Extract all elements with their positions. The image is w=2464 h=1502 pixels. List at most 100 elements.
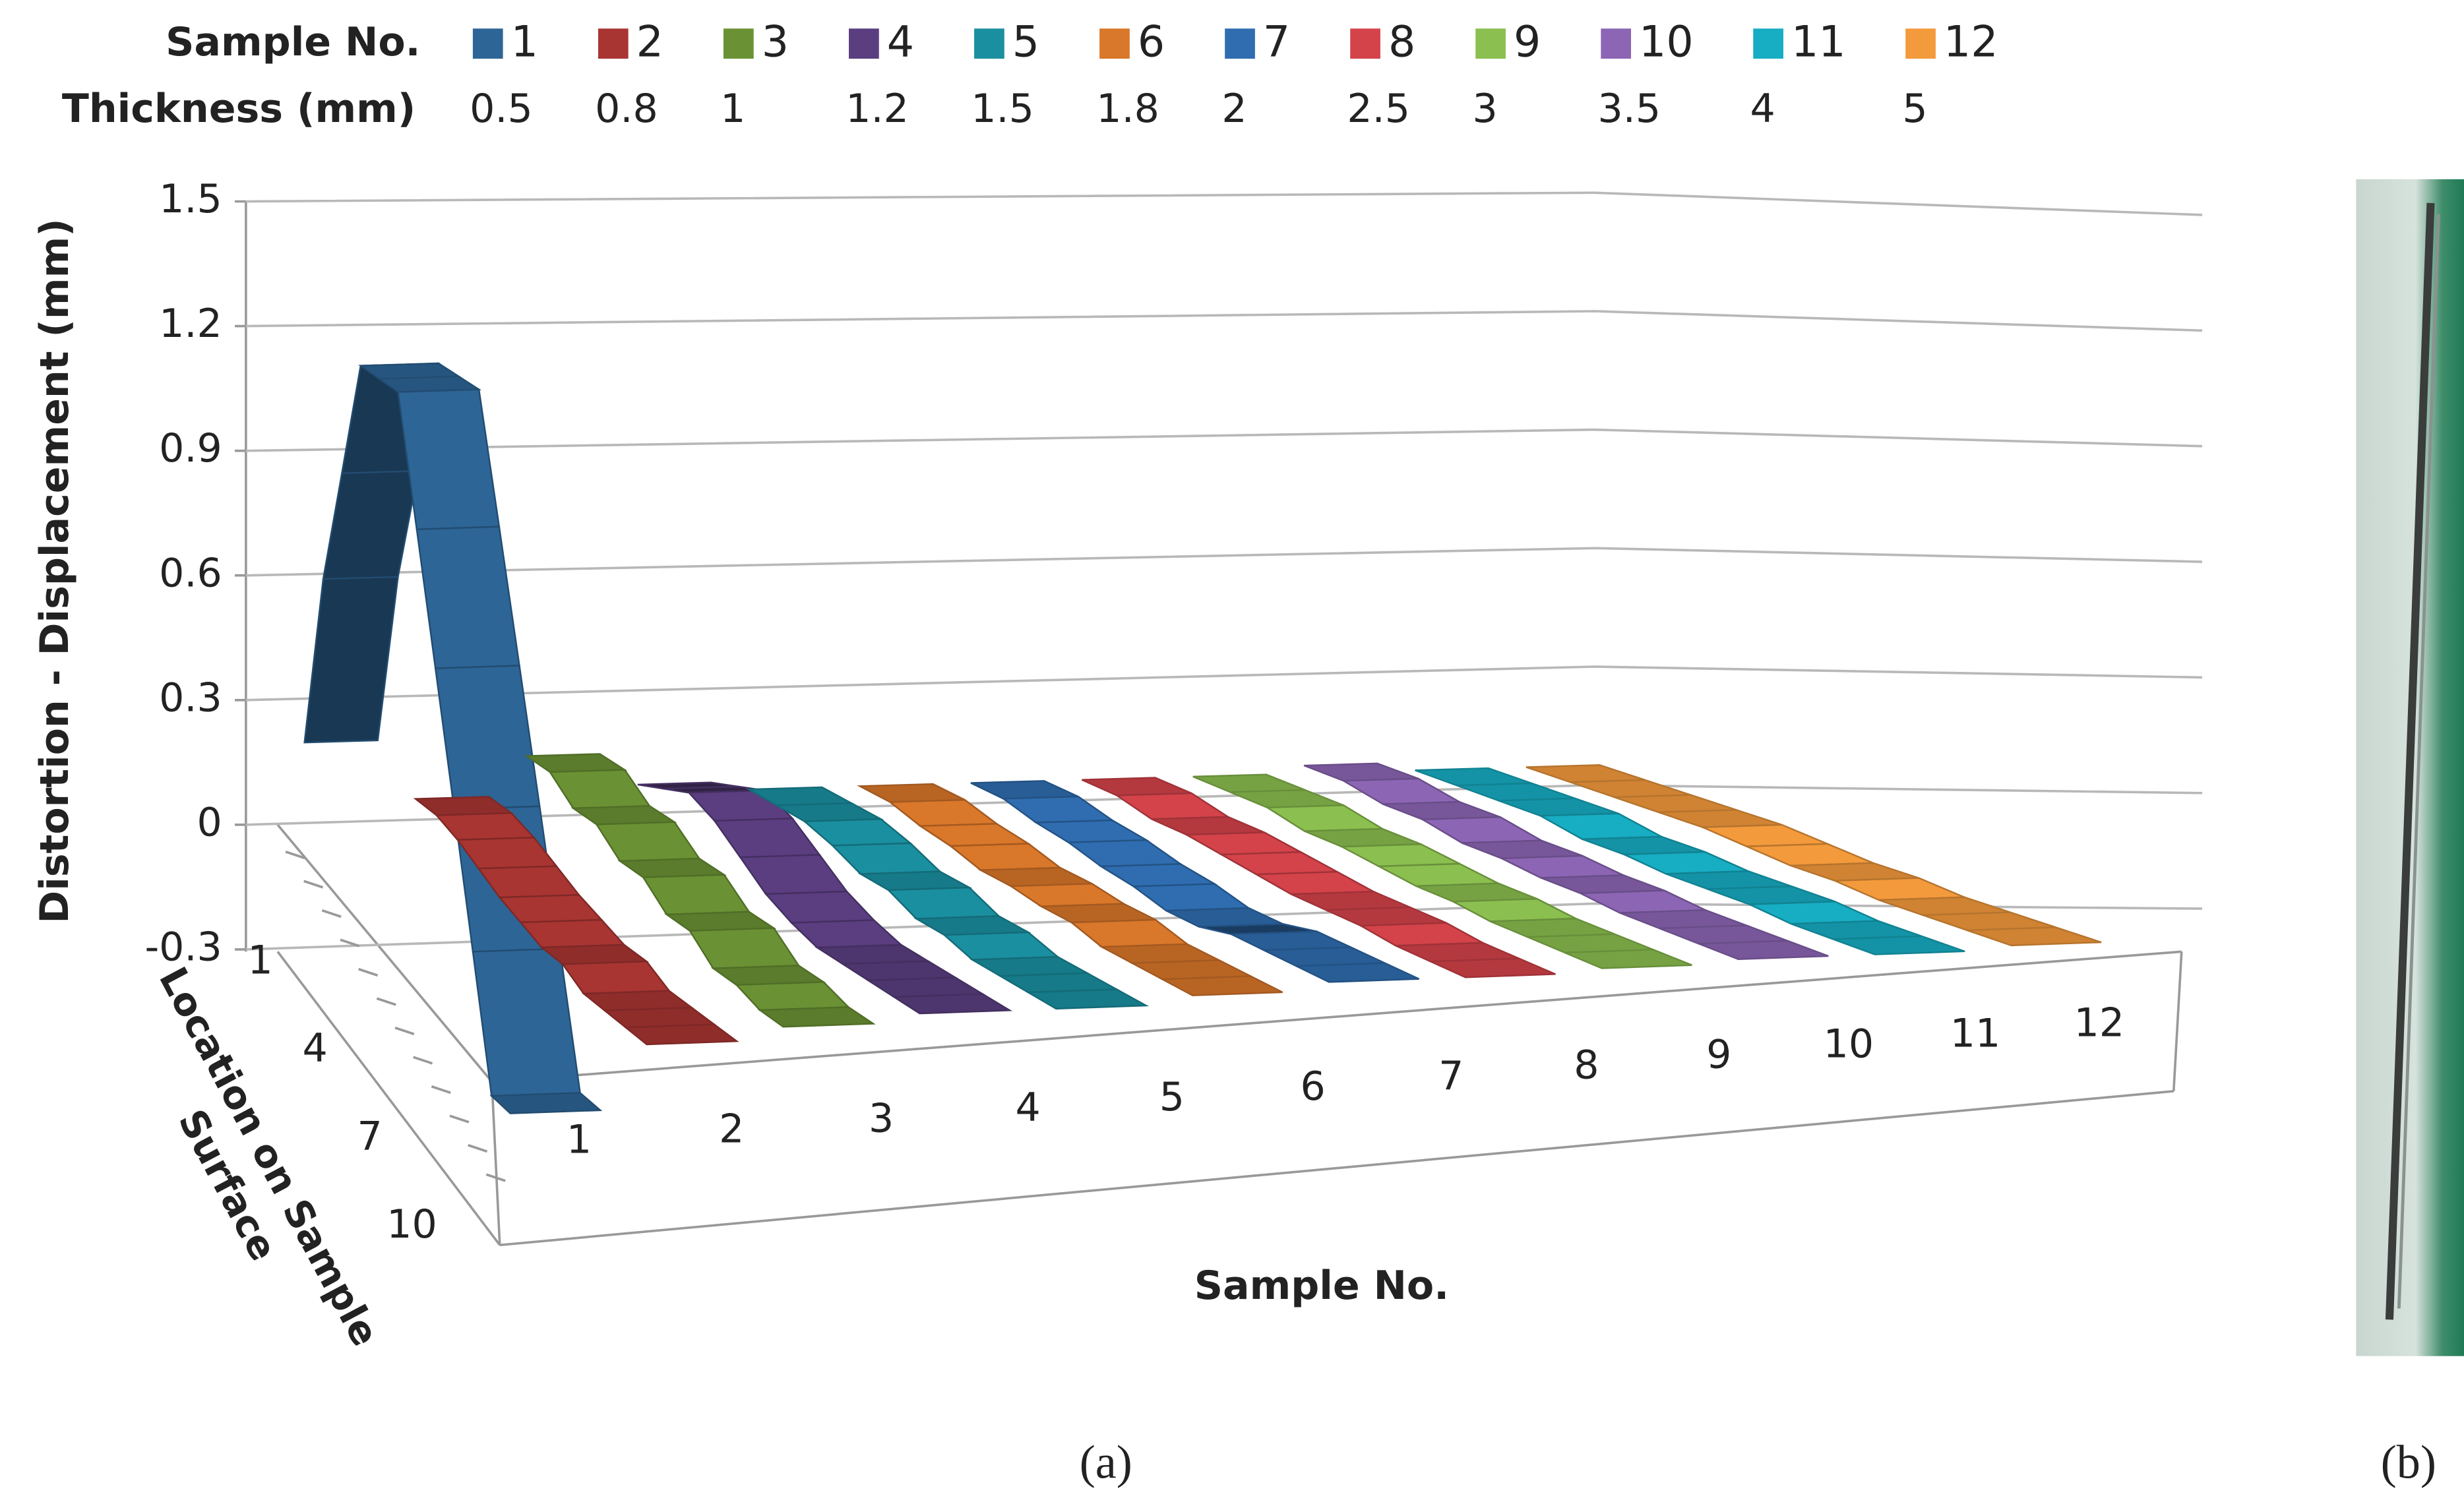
ribbon-segment bbox=[1564, 949, 1692, 969]
ribbon-segment bbox=[1303, 762, 1419, 782]
x-tick-label: 4 bbox=[1015, 1085, 1040, 1131]
ribbon-segment bbox=[489, 1092, 603, 1114]
ribbon-segment bbox=[886, 886, 1001, 920]
ribbon-segment bbox=[688, 927, 801, 969]
y-tick-label: 1.2 bbox=[159, 301, 222, 347]
ribbon-segment bbox=[1338, 843, 1460, 868]
x-axis-title: Sample No. bbox=[1194, 1263, 1449, 1309]
ribbon-segment bbox=[1151, 816, 1265, 836]
legend-swatch bbox=[849, 28, 879, 59]
ribbon-segment bbox=[1008, 882, 1126, 907]
ribbon-segment bbox=[1570, 779, 1691, 798]
ribbon-segment bbox=[1450, 898, 1576, 922]
grid-line bbox=[245, 547, 2203, 577]
y-tick-label: -0.3 bbox=[144, 924, 222, 971]
ribbon-segment bbox=[1537, 812, 1665, 840]
thickness-value: 2.5 bbox=[1347, 86, 1410, 132]
legend-label: 4 bbox=[887, 17, 914, 67]
ribbon-segment bbox=[1069, 918, 1190, 948]
ribbon-segment bbox=[416, 526, 520, 669]
ribbon-segment bbox=[857, 783, 966, 803]
legend-label: 9 bbox=[1514, 17, 1541, 67]
ribbon-segment bbox=[1702, 824, 1828, 847]
x-tick-label: 9 bbox=[1706, 1032, 1731, 1078]
ribbon-segment bbox=[891, 993, 1013, 1015]
z-tick bbox=[285, 851, 305, 860]
ribbon-segment bbox=[942, 931, 1060, 961]
z-tick bbox=[468, 1144, 488, 1153]
thickness-value: 0.5 bbox=[470, 86, 533, 132]
ribbon-segment bbox=[789, 919, 904, 949]
x-tick-label: 7 bbox=[1438, 1053, 1463, 1099]
ribbon-segment bbox=[1382, 800, 1501, 821]
grid-line bbox=[245, 310, 2203, 332]
chart-frame bbox=[245, 201, 2183, 1247]
ribbon-segment bbox=[524, 753, 628, 773]
legend-label: 2 bbox=[636, 17, 663, 67]
grid-line bbox=[245, 665, 2203, 702]
ribbon-segment bbox=[1183, 831, 1304, 856]
x-tick-label: 12 bbox=[2074, 1000, 2125, 1046]
legend-swatch bbox=[1099, 28, 1130, 59]
legend-label: 10 bbox=[1639, 17, 1694, 67]
z-tick bbox=[413, 1056, 433, 1065]
ribbon bbox=[1303, 762, 1829, 961]
ribbon-segment bbox=[1430, 957, 1556, 978]
ribbon-segment bbox=[1066, 839, 1183, 868]
z-tick-label: 7 bbox=[357, 1114, 382, 1160]
ribbon bbox=[413, 796, 739, 1046]
y-tick-label: 0 bbox=[197, 799, 222, 845]
ribbon-segment bbox=[1623, 851, 1749, 875]
thickness-value: 1 bbox=[720, 86, 745, 132]
z-tick bbox=[358, 968, 379, 977]
caption: (a) bbox=[1080, 1436, 1132, 1489]
ribbon-segment bbox=[735, 981, 851, 1011]
ribbon bbox=[970, 780, 1420, 983]
z-tick bbox=[449, 1114, 470, 1124]
ribbon-segment bbox=[764, 890, 876, 924]
ribbon-segment bbox=[1419, 816, 1545, 844]
ribbon-segment bbox=[1296, 962, 1420, 983]
thickness-value: 1.2 bbox=[846, 86, 909, 132]
ribbon bbox=[857, 783, 1283, 996]
thickness-value: 2 bbox=[1221, 86, 1247, 132]
z-tick bbox=[376, 997, 396, 1006]
x-tick-label: 10 bbox=[1824, 1021, 1874, 1067]
ribbon-segment bbox=[1358, 922, 1486, 947]
x-tick-label: 8 bbox=[1574, 1042, 1599, 1089]
ribbon bbox=[1081, 777, 1556, 978]
ribbon bbox=[524, 753, 876, 1028]
ribbon-segment bbox=[1340, 777, 1463, 805]
legend-swatch bbox=[598, 28, 629, 59]
legend-swatch bbox=[974, 28, 1004, 59]
ribbon-segment bbox=[397, 388, 501, 531]
legend-swatch bbox=[723, 28, 754, 59]
ribbon bbox=[745, 786, 1150, 1010]
ribbon-segment bbox=[713, 818, 822, 858]
thickness-value: 4 bbox=[1750, 86, 1775, 132]
ribbon-segment bbox=[948, 843, 1063, 871]
thickness-value: 3 bbox=[1472, 86, 1497, 132]
ribbon-segment bbox=[1834, 877, 1965, 901]
ribbon-segment bbox=[1098, 863, 1217, 887]
x-tick-label: 6 bbox=[1301, 1064, 1326, 1110]
z-tick bbox=[485, 1173, 506, 1182]
ribbon bbox=[303, 362, 603, 1114]
ribbon-segment bbox=[303, 576, 399, 744]
ribbon-segment bbox=[1081, 777, 1192, 796]
ribbon-segment bbox=[548, 769, 652, 810]
z-tick bbox=[303, 880, 324, 889]
grid-line bbox=[245, 191, 2203, 216]
ribbon-segment bbox=[1525, 764, 1646, 783]
ribbon-segment bbox=[595, 821, 701, 862]
legend-label: 3 bbox=[762, 17, 789, 67]
ribbon-segment bbox=[623, 1023, 739, 1046]
legend-swatch bbox=[1753, 28, 1783, 59]
y-tick-label: 1.5 bbox=[159, 176, 222, 222]
legend-label: 11 bbox=[1791, 17, 1846, 67]
ribbon-segment bbox=[1580, 889, 1706, 914]
ribbon-segment bbox=[1264, 804, 1386, 832]
thickness-value: 1.8 bbox=[1096, 86, 1159, 132]
